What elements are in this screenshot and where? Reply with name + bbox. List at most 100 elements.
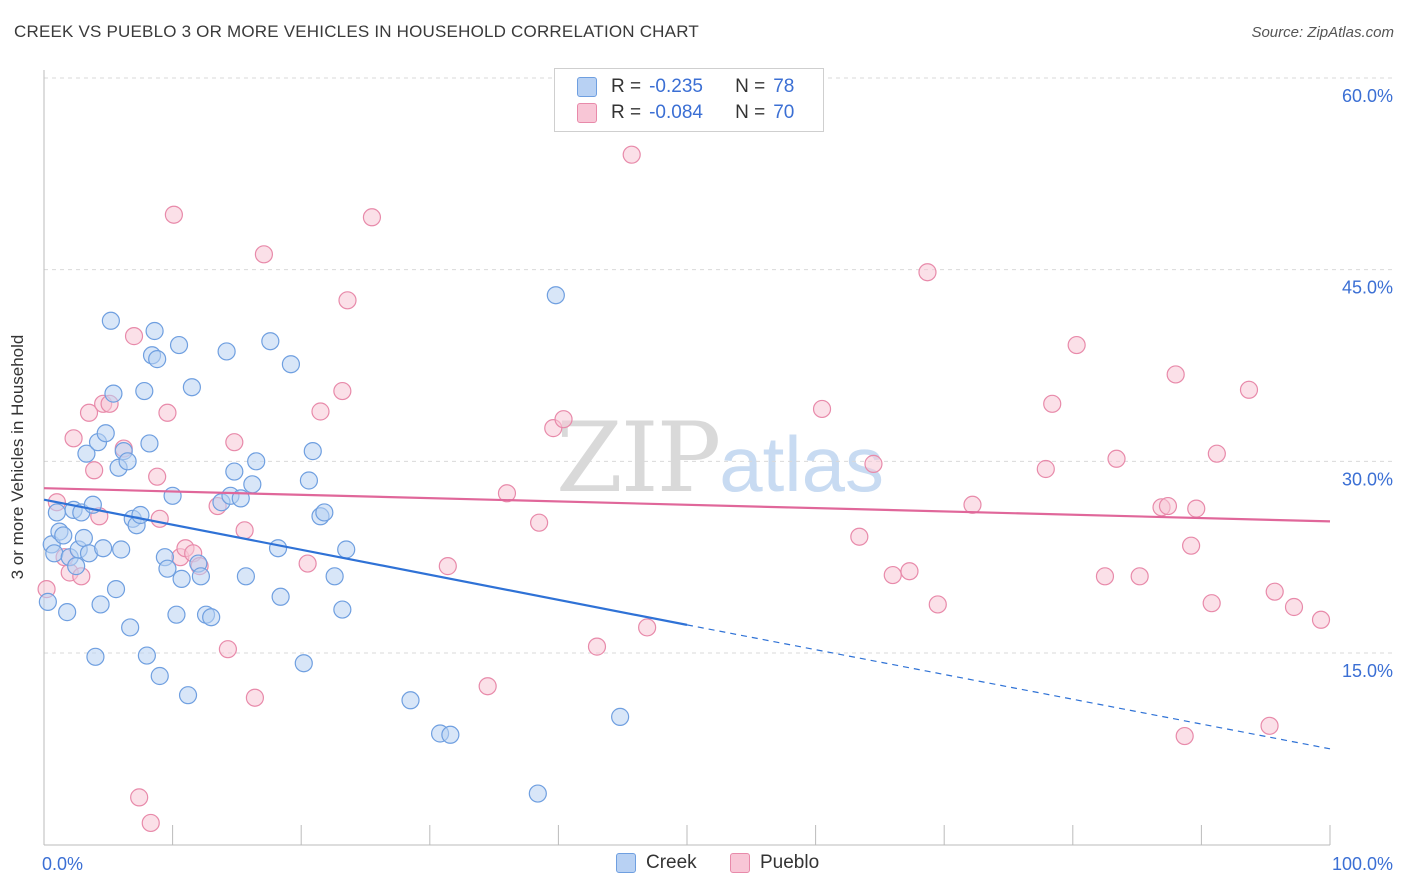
legend-r-label: R = — [611, 102, 642, 123]
creek-point — [140, 434, 159, 453]
pueblo-point — [158, 403, 177, 422]
pueblo-point — [864, 454, 883, 473]
pueblo-point — [218, 640, 237, 659]
source-credit: Source: ZipAtlas.com — [1251, 24, 1394, 41]
creek-point — [101, 311, 120, 330]
creek-point — [94, 539, 113, 558]
pueblo-point — [530, 513, 549, 532]
legend-row-creek: R = -0.235 N = 78 — [577, 75, 794, 99]
legend-swatch-creek — [577, 77, 597, 97]
legend-n-value: 78 — [773, 76, 795, 97]
creek-point — [163, 486, 182, 505]
x-tick-label: 0.0% — [42, 854, 83, 874]
creek-point — [243, 475, 262, 494]
legend-n-label: N = — [735, 76, 766, 97]
chart-title: CREEK VS PUEBLO 3 OR MORE VEHICLES IN HO… — [14, 22, 699, 41]
pueblo-point — [918, 263, 937, 282]
creek-point — [528, 784, 547, 803]
series-legend-creek: Creek — [616, 852, 697, 874]
series-name-creek: Creek — [646, 852, 697, 873]
creek-point — [611, 707, 630, 726]
creek-point — [178, 686, 198, 705]
series-legend: Creek Pueblo — [0, 852, 1406, 876]
creek-point — [121, 618, 140, 637]
pueblo-point — [338, 291, 357, 310]
pueblo-point — [254, 245, 274, 264]
pueblo-point — [1284, 597, 1304, 617]
legend-row-pueblo: R = -0.084 N = 70 — [577, 101, 794, 125]
pueblo-point — [438, 557, 457, 576]
creek-point — [131, 505, 150, 525]
x-tick-label: 100.0% — [1332, 854, 1393, 874]
pueblo-point — [79, 403, 99, 422]
pueblo-point — [1187, 499, 1206, 518]
creek-point — [333, 600, 352, 619]
legend-n-value: 70 — [773, 102, 795, 123]
creek-point — [47, 503, 66, 522]
watermark-atlas: atlas — [719, 420, 884, 508]
pueblo-point — [235, 521, 254, 540]
creek-point — [150, 666, 169, 686]
legend-r-label: R = — [611, 76, 642, 97]
y-tick-label: 30.0% — [1342, 469, 1393, 489]
creek-point — [137, 646, 156, 665]
pueblo-point — [1036, 459, 1055, 479]
pueblo-point — [1182, 536, 1201, 555]
creek-point — [67, 557, 86, 576]
creek-point — [217, 342, 236, 361]
creek-point — [182, 378, 201, 397]
creek-point — [268, 539, 288, 558]
pueblo-point — [141, 813, 160, 833]
creek-point — [191, 567, 210, 586]
creek-point — [96, 424, 115, 443]
creek-point — [167, 605, 186, 624]
pueblo-point — [812, 399, 832, 419]
pueblo-point — [928, 595, 947, 614]
pueblo-point — [1095, 567, 1115, 586]
pueblo-point — [622, 145, 641, 164]
creek-point — [325, 567, 344, 586]
pueblo-point — [148, 467, 167, 486]
creek-point — [91, 595, 110, 614]
creek-point — [112, 540, 131, 559]
pueblo-point — [124, 327, 144, 346]
pueblo-point — [1265, 582, 1284, 601]
legend-r-value: -0.084 — [649, 102, 703, 123]
pueblo-point — [1260, 716, 1279, 735]
pueblo-point — [333, 381, 352, 401]
pueblo-point — [1067, 335, 1086, 355]
pueblo-point — [130, 788, 149, 807]
pueblo-point — [225, 433, 244, 452]
pueblo-point — [478, 677, 497, 696]
creek-point — [236, 567, 256, 586]
series-swatch-creek — [616, 853, 636, 873]
pueblo-point — [245, 688, 265, 707]
creek-point — [148, 350, 167, 369]
pueblo-point — [1239, 380, 1259, 399]
pueblo-point — [85, 461, 104, 480]
pueblo-point — [1311, 610, 1331, 629]
creek-point — [337, 540, 356, 559]
creek-point — [104, 384, 123, 403]
creek-point — [172, 569, 191, 588]
creek-point — [45, 544, 64, 563]
creek-point — [294, 654, 313, 673]
y-tick-label: 60.0% — [1342, 86, 1393, 106]
creek-point — [145, 321, 164, 341]
pueblo-point — [883, 565, 902, 585]
pueblo-point — [900, 562, 919, 581]
creek-point — [54, 526, 73, 545]
creek-point — [77, 444, 96, 463]
pueblo-point — [164, 205, 183, 224]
watermark-zip: ZIP — [556, 402, 721, 514]
pueblo-point — [1107, 449, 1126, 468]
creek-point — [86, 647, 105, 666]
creek-point — [546, 286, 565, 305]
creek-point — [303, 442, 322, 461]
creek-point — [261, 332, 280, 351]
pueblo-point — [64, 429, 83, 448]
creek-point — [118, 452, 137, 471]
legend-r-value: -0.235 — [649, 76, 703, 97]
pueblo-point — [1207, 444, 1226, 463]
